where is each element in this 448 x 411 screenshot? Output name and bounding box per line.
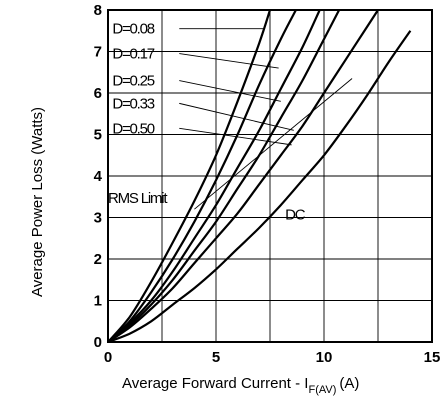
series-labels: D=0.08 D=0.17 D=0.25 D=0.33 D=0.50 DC RMS Limi… [108, 21, 307, 224]
y-tick-label: 2 [94, 251, 102, 268]
x-axis-label-unit: (A) [339, 375, 359, 392]
x-tick-label: 5 [212, 349, 220, 366]
series-line-d-0-08 [107, 9, 272, 343]
x-axis-label-sub: F(AV) [308, 384, 336, 396]
leader-d-0-17 [179, 53, 279, 69]
series-label-d-0-33: D=0.33 [112, 95, 154, 112]
y-tick-label: 0 [94, 334, 102, 351]
x-tick-label: 10 [316, 349, 333, 366]
x-tick-label: 0 [104, 349, 112, 366]
curves [107, 9, 412, 344]
plot-frame [107, 9, 433, 343]
leader-d-0-50 [179, 127, 292, 146]
rms-limit-line [194, 78, 353, 210]
y-axis-label: Average Power Loss (Watts) [29, 107, 46, 297]
series-line-d-0-50 [107, 9, 379, 343]
y-tick-label: 8 [94, 2, 102, 19]
series-label-dc: DC [285, 207, 306, 224]
x-tick-labels: 0 5 10 15 [104, 349, 441, 366]
y-tick-label: 4 [94, 168, 103, 185]
x-axis-label-main: Average Forward Current - I [122, 375, 308, 392]
series-line-d-0-17 [107, 9, 297, 343]
y-tick-label: 3 [94, 210, 102, 227]
grid [108, 10, 432, 342]
leader-d-0-25 [179, 80, 281, 102]
x-axis-label: Average Forward Current - IF(AV) (A) [122, 375, 359, 396]
y-tick-label: 1 [94, 293, 102, 310]
series-line-d-0-33 [107, 9, 341, 343]
leader-d-0-33 [179, 102, 294, 131]
series-line-d-0-25 [107, 9, 321, 343]
label-leaders [179, 28, 294, 146]
y-tick-label: 7 [94, 44, 102, 61]
series-label-d-0-25: D=0.25 [112, 73, 154, 90]
x-tick-label: 15 [424, 349, 441, 366]
rms-limit-label: RMS Limit [108, 190, 168, 207]
y-tick-label: 5 [94, 127, 102, 144]
series-line-dc [107, 30, 412, 344]
series-label-d-0-50: D=0.50 [112, 120, 154, 137]
series-label-d-0-17: D=0.17 [112, 46, 154, 63]
y-tick-label: 6 [94, 85, 102, 102]
y-tick-labels: 0 1 2 3 4 5 6 7 8 [94, 2, 103, 351]
series-label-d-0-08: D=0.08 [112, 21, 154, 38]
